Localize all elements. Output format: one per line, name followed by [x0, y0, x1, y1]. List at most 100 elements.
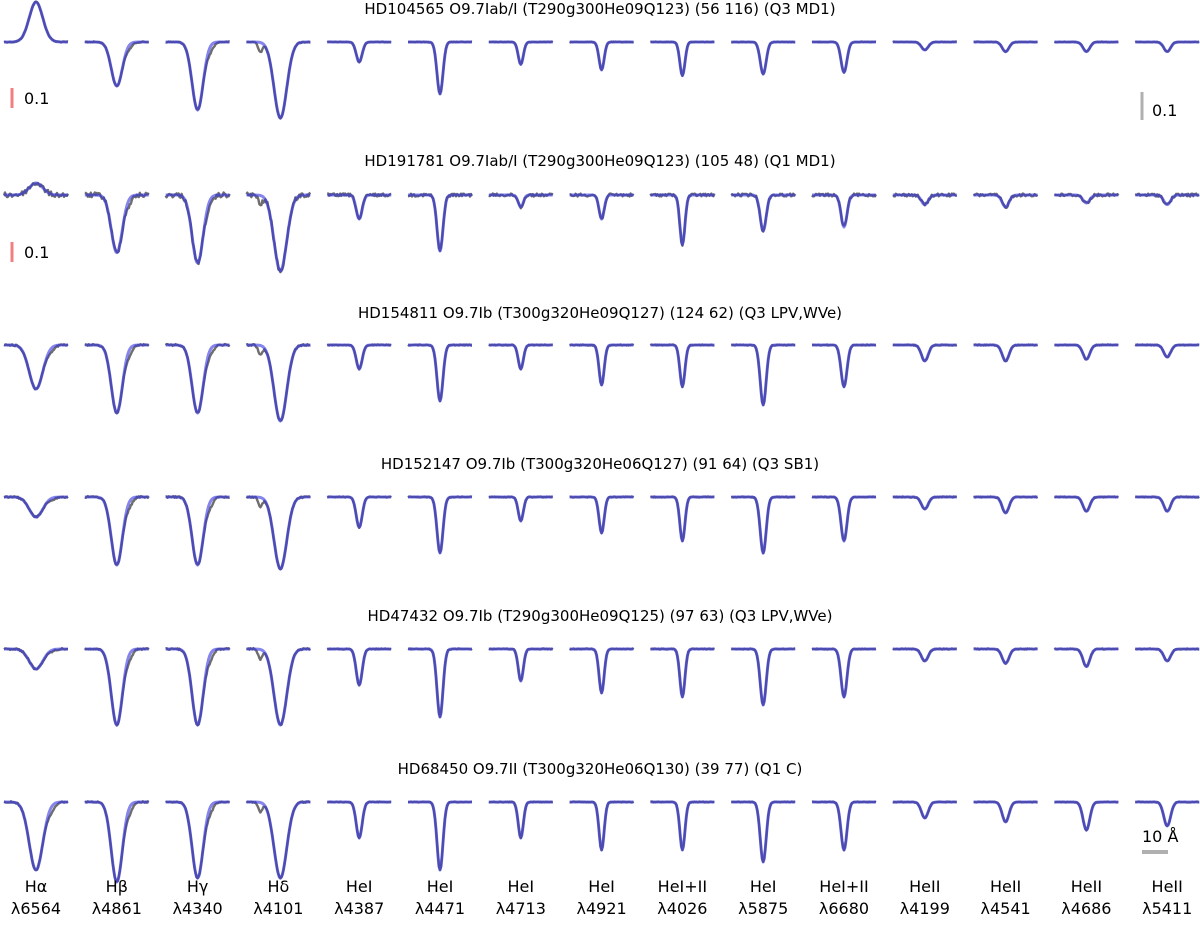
observed-spectrum-line — [731, 800, 796, 863]
model-fit-line — [245, 193, 311, 273]
model-fit-line — [973, 495, 1039, 515]
model-fit-line — [488, 800, 554, 840]
model-fit-line — [326, 40, 392, 64]
spectrum-panel — [1053, 800, 1119, 832]
column-line-label: HeII — [990, 877, 1021, 896]
model-fit-line — [407, 495, 473, 555]
model-fit-line — [488, 647, 554, 683]
column-wavelength-label: λ5875 — [738, 899, 788, 918]
model-fit-line — [1134, 40, 1200, 54]
spectrum-panel — [407, 647, 473, 719]
model-fit-line — [326, 647, 392, 687]
spectrum-panel — [326, 40, 392, 64]
observed-spectrum-line — [973, 343, 1039, 363]
model-fit-line — [811, 647, 877, 699]
spectrum-panel — [811, 40, 877, 74]
model-fit-line — [245, 647, 311, 727]
model-fit-line — [84, 647, 150, 727]
halpha-scale-bar-row1: 0.1 — [10, 88, 49, 108]
observed-spectrum-line — [327, 800, 392, 840]
spectrum-panel — [245, 343, 311, 423]
observed-spectrum-line — [811, 192, 878, 227]
column-wavelength-label: λ4101 — [253, 899, 303, 918]
spectrum-panel — [3, 343, 69, 391]
model-fit-line — [407, 647, 473, 719]
observed-spectrum-line — [407, 40, 473, 95]
observed-spectrum-line — [973, 647, 1038, 665]
spectrum-panel — [1134, 647, 1200, 663]
observed-spectrum-line — [1054, 800, 1119, 832]
observed-spectrum-line — [84, 494, 150, 566]
model-fit-line — [649, 647, 715, 699]
observed-spectrum-line — [246, 647, 312, 726]
model-fit-line — [165, 495, 231, 567]
spectrum-panel — [973, 647, 1039, 665]
model-fit-line — [811, 495, 877, 543]
observed-spectrum-line — [811, 647, 877, 699]
observed-spectrum-line — [164, 342, 231, 414]
spectrum-panel — [730, 800, 796, 864]
observed-spectrum-line — [730, 192, 797, 233]
column-wavelength-label: λ4340 — [173, 899, 223, 918]
spectrum-panel — [892, 40, 958, 52]
observed-spectrum-line — [3, 495, 69, 519]
observed-spectrum-line — [84, 800, 150, 883]
model-fit-line — [730, 495, 796, 555]
spectrum-panel — [3, 0, 69, 44]
flux-scale-bar: 0.1 — [1140, 92, 1177, 120]
spectrum-panel — [1053, 40, 1119, 54]
model-fit-line — [407, 193, 473, 253]
spectrum-panel — [649, 343, 715, 389]
model-fit-line — [649, 343, 715, 389]
model-fit-line — [1134, 495, 1200, 513]
model-fit-line — [973, 343, 1039, 363]
model-fit-line — [165, 800, 231, 880]
row-title: HD68450 O9.7II (T300g320He06Q130) (39 77… — [398, 760, 803, 778]
spectrum-panel — [407, 40, 473, 96]
spectrum-panel — [1134, 800, 1200, 828]
model-fit-line — [84, 40, 150, 88]
halpha-scale-label-row1: 0.1 — [24, 89, 49, 108]
spectrum-panel — [326, 800, 392, 840]
observed-spectrum-line — [1134, 800, 1200, 827]
model-fit-line — [569, 343, 635, 387]
spectrum-panel — [811, 343, 877, 389]
model-fit-line — [649, 800, 715, 852]
observed-spectrum-line — [3, 343, 69, 391]
observed-spectrum-line — [973, 495, 1039, 514]
spectrum-panel — [1134, 343, 1200, 359]
model-fit-line — [3, 343, 69, 391]
column-wavelength-label: λ4861 — [92, 899, 142, 918]
spectrum-panel — [973, 495, 1039, 515]
observed-spectrum-line — [811, 800, 877, 852]
spectrum-panel — [407, 495, 473, 555]
spectrum-panel — [811, 192, 878, 229]
model-fit-line — [1053, 647, 1119, 669]
spectrum-panel — [407, 800, 473, 872]
spectrum-panel — [164, 342, 231, 415]
spectrum-panel — [3, 647, 69, 671]
model-fit-line — [84, 800, 150, 884]
observed-spectrum-line — [407, 343, 473, 403]
model-fit-line — [730, 40, 796, 76]
spectrum-panel — [730, 192, 797, 233]
model-fit-line — [245, 800, 311, 880]
halpha-scale-label-row2: 0.1 — [24, 243, 49, 262]
spectrum-panel — [1053, 495, 1119, 513]
model-fit-line — [649, 40, 715, 78]
spectrum-panel — [488, 343, 554, 371]
model-fit-line — [488, 193, 554, 209]
model-fit-line — [3, 495, 69, 519]
observed-spectrum-line — [1053, 647, 1119, 668]
column-line-label: Hγ — [187, 877, 209, 896]
flux-scale-label: 0.1 — [1152, 101, 1177, 120]
observed-spectrum-line — [165, 495, 230, 566]
spectrum-panel — [407, 192, 474, 253]
wavelength-scale-bar: 10 Å — [1142, 827, 1178, 854]
spectrum-panel — [892, 343, 958, 363]
column-line-label: HeI — [346, 877, 373, 896]
column-line-label: HeI — [427, 877, 454, 896]
model-fit-line — [973, 193, 1039, 209]
column-wavelength-label: λ4387 — [334, 899, 384, 918]
column-wavelength-label: λ4199 — [900, 899, 950, 918]
